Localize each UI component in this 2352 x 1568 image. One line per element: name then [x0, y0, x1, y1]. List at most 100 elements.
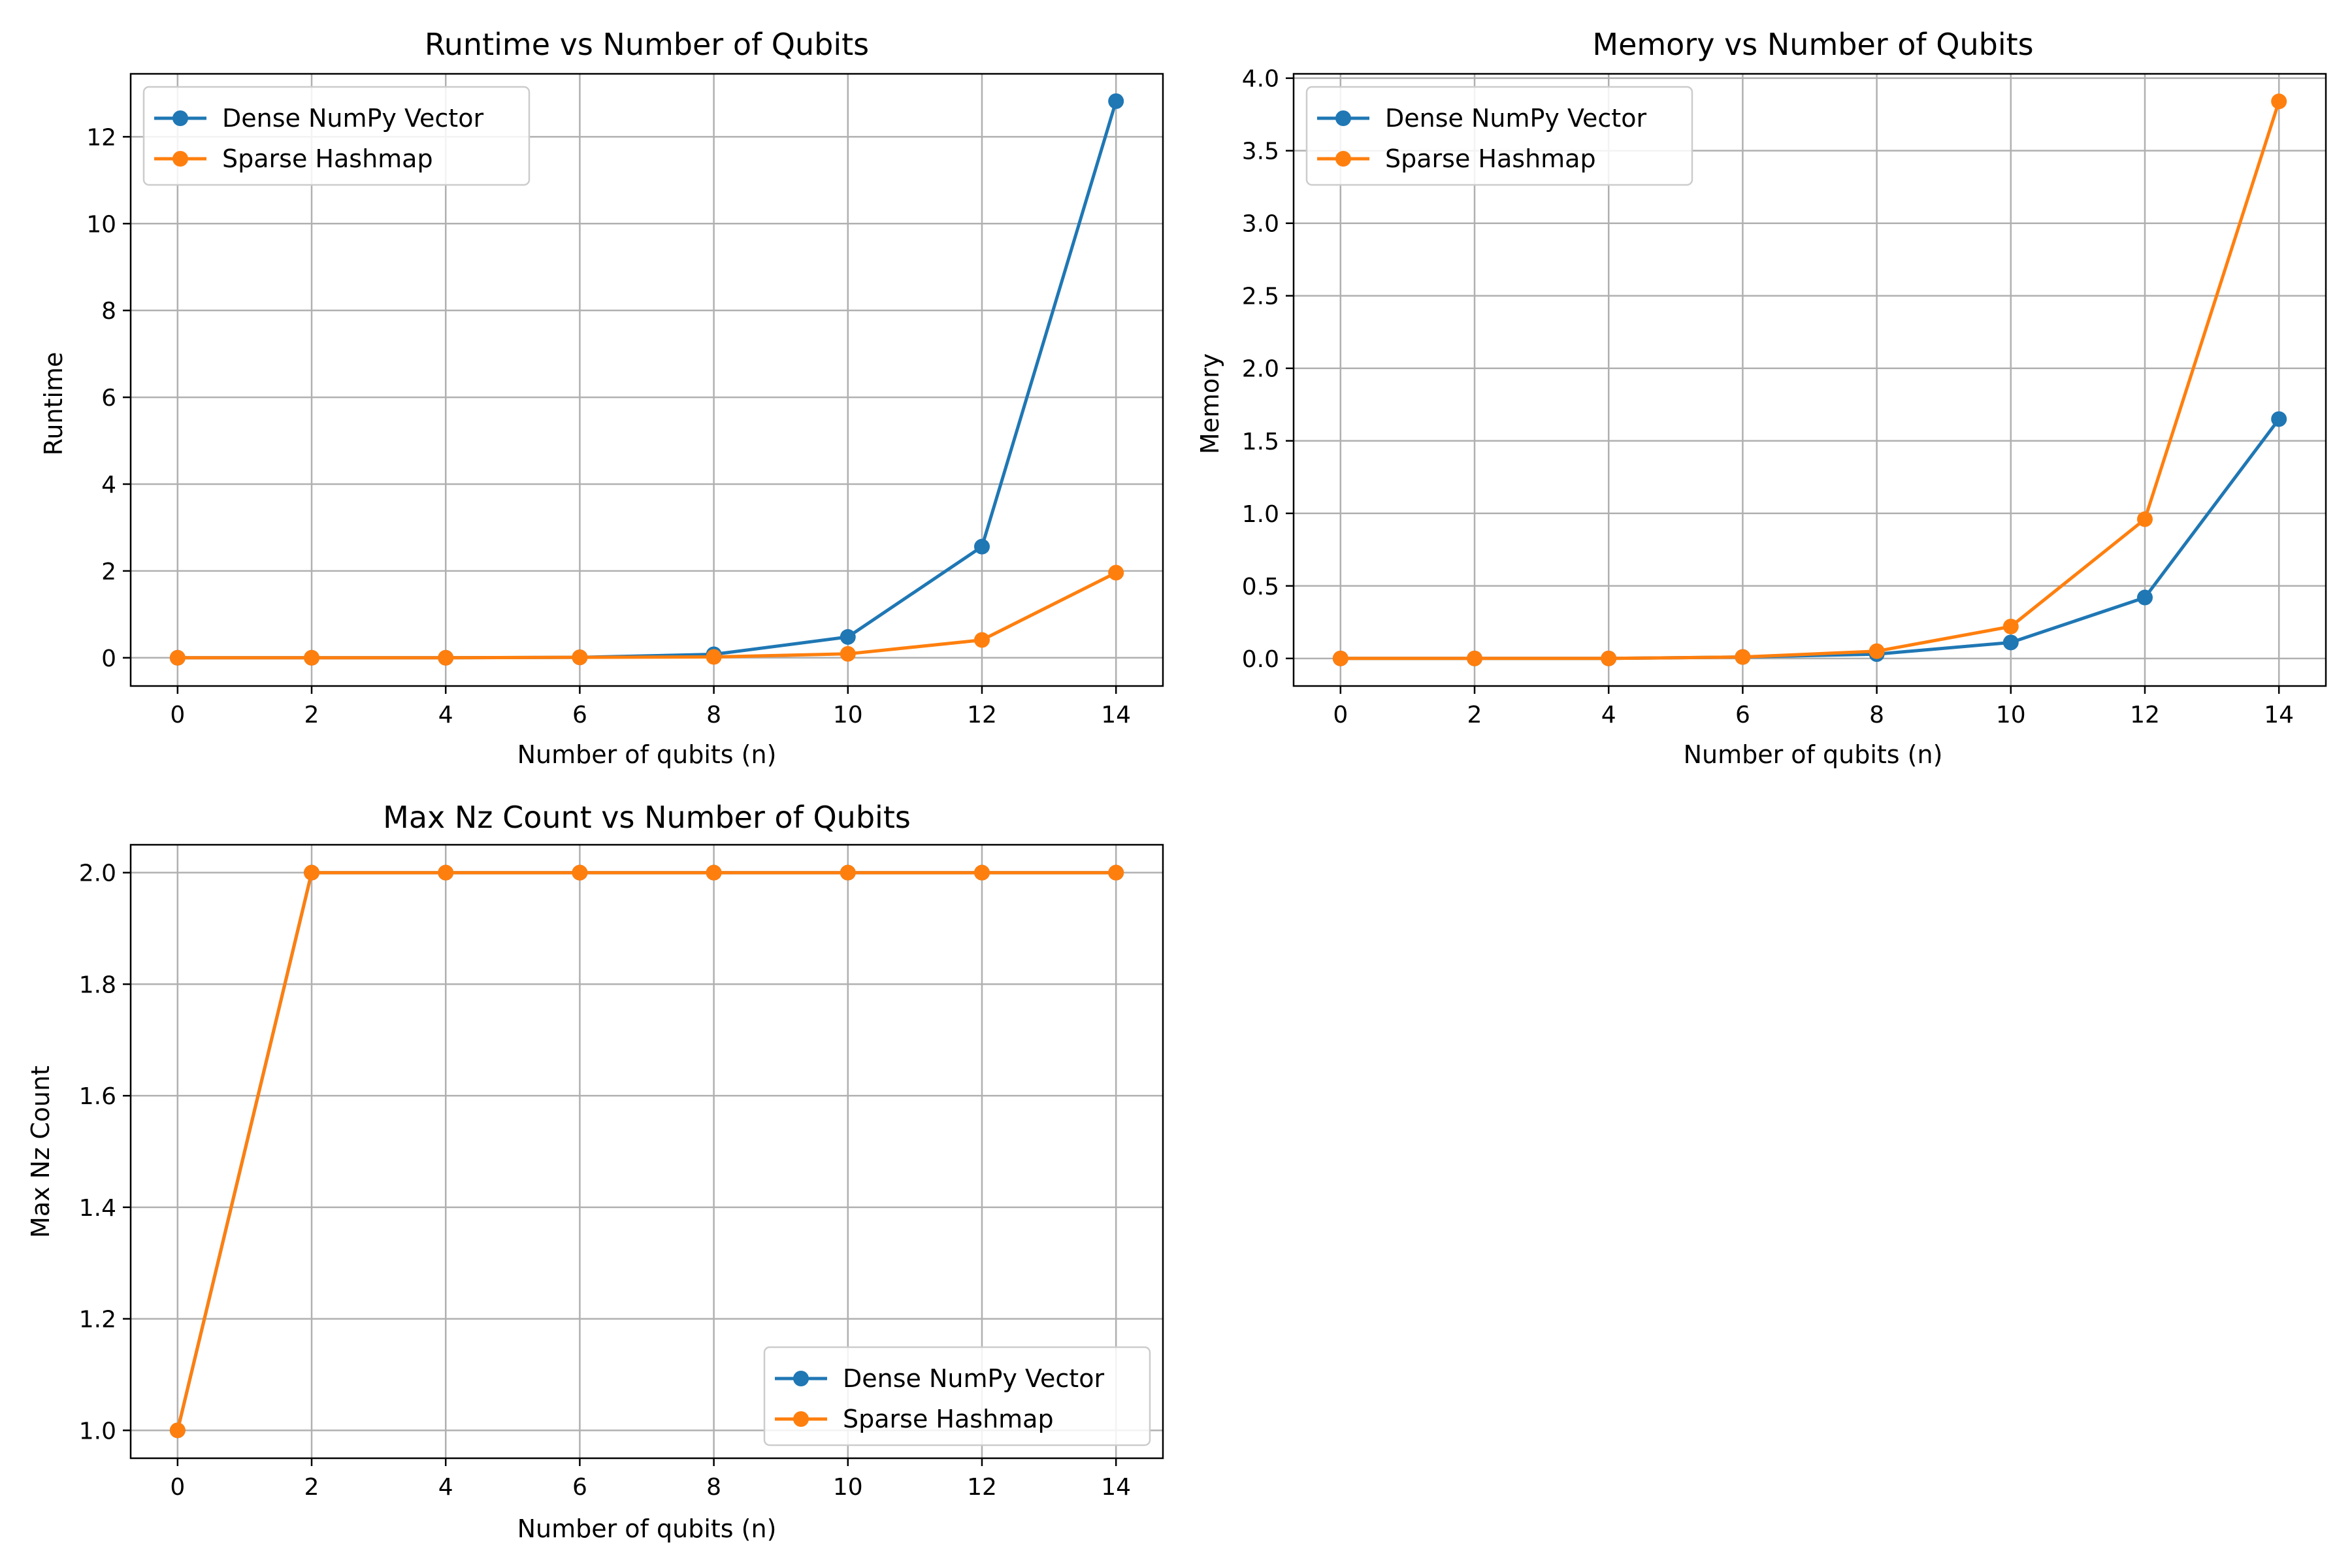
data-point [973, 864, 990, 881]
legend-marker [1335, 110, 1351, 126]
data-point [572, 864, 588, 881]
x-tick-label: 8 [706, 1474, 721, 1501]
data-point [1332, 650, 1348, 666]
x-tick-label: 14 [1101, 1474, 1131, 1501]
data-point [438, 649, 454, 666]
y-axis-label: Runtime [39, 352, 68, 456]
data-point [2271, 411, 2287, 427]
legend-label: Sparse Hashmap [222, 144, 433, 173]
legend-marker [793, 1371, 809, 1386]
data-point [2002, 634, 2019, 651]
data-point [169, 649, 186, 666]
legend-label: Dense NumPy Vector [222, 104, 483, 133]
legend: Dense NumPy Vector Sparse Hashmap [1305, 86, 1693, 186]
x-tick-label: 12 [2130, 702, 2160, 728]
x-tick-label: 4 [438, 1474, 453, 1501]
legend-label: Dense NumPy Vector [843, 1364, 1104, 1393]
data-point [1108, 564, 1124, 581]
y-tick-label: 3.0 [1242, 211, 1279, 238]
data-point [438, 864, 454, 881]
y-tick-label: 6 [101, 385, 116, 412]
y-tick-label: 0.5 [1242, 574, 1279, 600]
y-tick-label: 2 [101, 559, 116, 585]
plot-frame [129, 843, 1164, 1460]
x-tick-label: 8 [706, 702, 721, 728]
x-tick-label: 12 [967, 702, 997, 728]
plot-frame [1292, 73, 2327, 687]
x-tick-label: 10 [833, 702, 863, 728]
subplot-memory: Memory vs Number of Qubits Number of qub… [1196, 27, 2327, 769]
data-point [973, 538, 990, 555]
chart-title: Runtime vs Number of Qubits [425, 27, 869, 62]
x-tick-label: 10 [833, 1474, 863, 1501]
y-tick-label: 1.5 [1242, 429, 1279, 455]
data-point [572, 649, 588, 666]
series-line [176, 871, 1117, 1431]
x-tick-label: 14 [2264, 702, 2294, 728]
chart-title: Memory vs Number of Qubits [1592, 27, 2033, 62]
series-sparse-hashmap [169, 864, 1124, 1439]
series-line [177, 571, 1117, 660]
subplot-runtime: Runtime vs Number of Qubits Number of qu… [39, 27, 1164, 769]
series-sparse-hashmap [1332, 93, 2287, 666]
data-point [840, 864, 856, 881]
y-tick-label: 1.4 [79, 1195, 116, 1222]
legend-box [142, 86, 531, 186]
y-tick-label: 1.0 [1242, 501, 1279, 528]
x-tick-label: 6 [1735, 702, 1750, 728]
data-point [840, 629, 856, 645]
legend-label: Sparse Hashmap [1385, 144, 1596, 173]
y-tick-label: 8 [101, 298, 116, 325]
legend-box [763, 1346, 1151, 1446]
x-tick-label: 2 [304, 1474, 319, 1501]
legend-label: Sparse Hashmap [843, 1405, 1054, 1433]
y-tick-label: 2.0 [1242, 356, 1279, 383]
y-tick-label: 1.6 [79, 1083, 116, 1110]
y-axis-label: Max Nz Count [26, 1066, 55, 1238]
data-point [169, 1422, 186, 1439]
data-point [706, 649, 722, 665]
data-point [973, 632, 990, 648]
data-point [1735, 649, 1751, 665]
data-point [2136, 511, 2153, 527]
data-point [2271, 93, 2287, 110]
x-tick-label: 4 [1601, 702, 1616, 728]
data-point [840, 645, 856, 662]
x-axis-label: Number of qubits (n) [517, 740, 777, 769]
legend: Dense NumPy Vector Sparse Hashmap [763, 1346, 1151, 1446]
x-tick-label: 12 [967, 1474, 997, 1501]
data-point [2002, 618, 2019, 634]
y-tick-label: 10 [86, 211, 116, 238]
series-line [1340, 101, 2281, 661]
y-tick-label: 1.2 [79, 1307, 116, 1333]
data-point [2136, 589, 2153, 606]
legend-marker [172, 151, 188, 167]
y-tick-label: 0.0 [1242, 646, 1279, 673]
y-tick-label: 3.5 [1242, 139, 1279, 165]
y-tick-label: 0 [101, 645, 116, 672]
data-point [706, 864, 722, 881]
chart-title: Max Nz Count vs Number of Qubits [383, 800, 911, 835]
y-tick-label: 2.5 [1242, 284, 1279, 310]
x-tick-label: 0 [170, 1474, 185, 1501]
x-axis-label: Number of qubits (n) [1684, 740, 1943, 769]
x-tick-label: 14 [1101, 702, 1131, 728]
y-tick-label: 12 [86, 124, 116, 151]
x-tick-label: 0 [1333, 702, 1348, 728]
data-point [304, 864, 320, 881]
plot-frame [129, 73, 1164, 687]
data-point [1601, 650, 1617, 666]
x-tick-label: 4 [438, 702, 453, 728]
x-tick-label: 6 [572, 702, 587, 728]
legend-box [1305, 86, 1693, 186]
x-axis-label: Number of qubits (n) [517, 1514, 777, 1543]
data-point [1108, 93, 1124, 109]
y-tick-label: 4 [101, 472, 116, 498]
x-tick-label: 0 [170, 702, 185, 728]
data-point [1108, 864, 1124, 881]
y-tick-label: 4.0 [1242, 66, 1279, 93]
data-point [304, 649, 320, 666]
y-axis-label: Memory [1196, 353, 1224, 455]
y-tick-label: 1.0 [79, 1418, 116, 1445]
